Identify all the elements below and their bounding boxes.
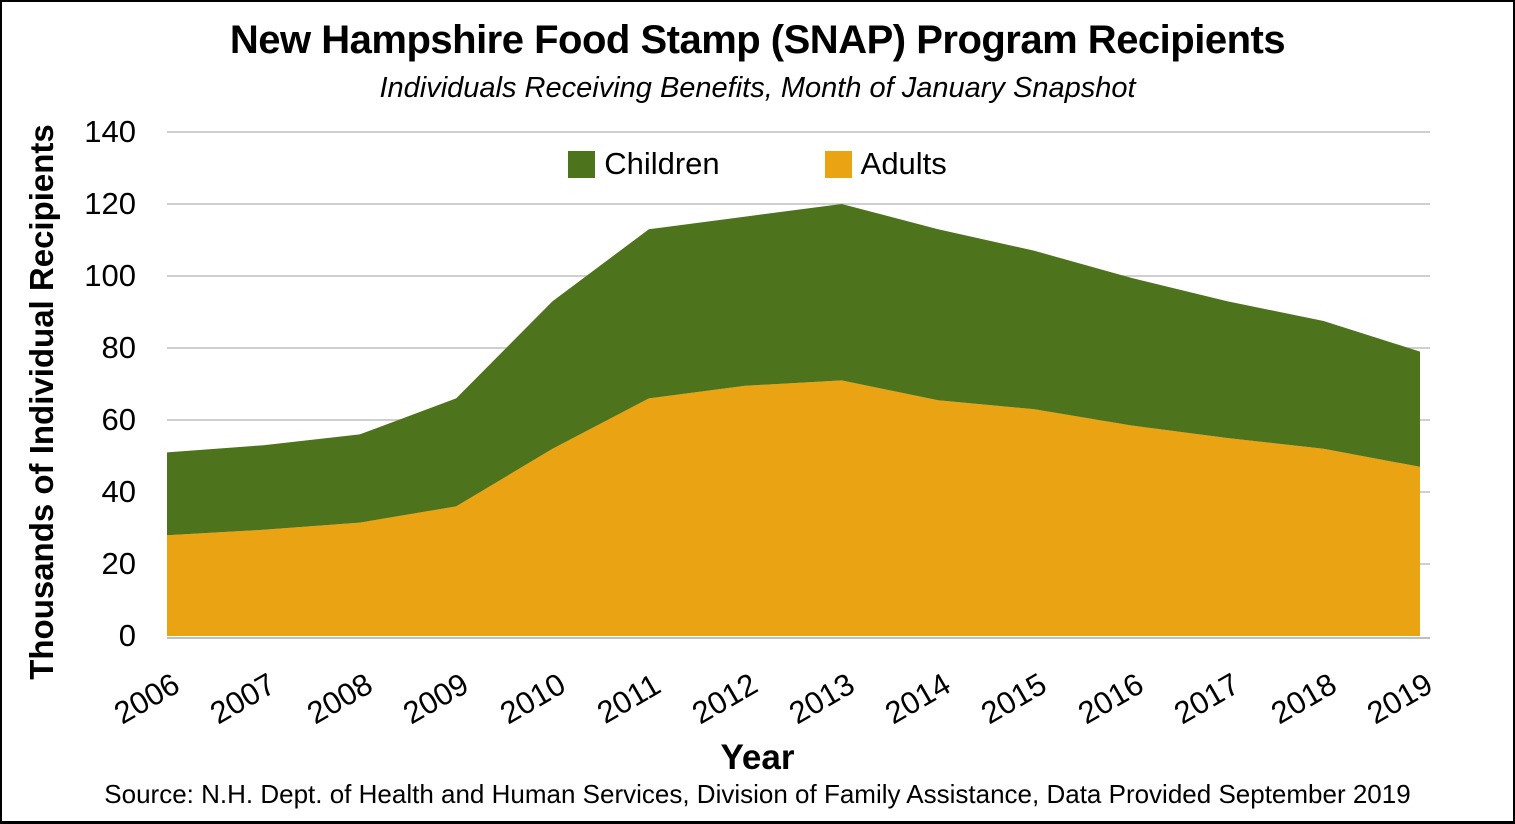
y-axis-title: Thousands of Individual Recipients xyxy=(23,124,60,680)
y-tick-label: 80 xyxy=(101,330,136,365)
x-axis-title: Year xyxy=(720,738,795,777)
y-tick-label: 40 xyxy=(101,474,136,509)
legend-swatch-icon xyxy=(824,150,852,178)
x-tick-label: 2013 xyxy=(782,666,861,731)
y-tick-label: 20 xyxy=(101,546,136,581)
x-tick-label: 2011 xyxy=(591,666,667,731)
x-tick-label: 2012 xyxy=(686,666,764,731)
chart-subtitle: Individuals Receiving Benefits, Month of… xyxy=(379,72,1136,104)
y-tick-label: 100 xyxy=(84,258,136,293)
area-children xyxy=(167,204,1420,536)
x-tick-label: 2006 xyxy=(108,666,186,731)
area-adults xyxy=(167,380,1420,636)
x-tick-label: 2014 xyxy=(879,666,957,731)
legend-label: Children xyxy=(604,146,720,181)
legend-item-children: Children xyxy=(568,146,720,182)
x-tick-label: 2007 xyxy=(204,666,282,731)
chart-title: New Hampshire Food Stamp (SNAP) Program … xyxy=(229,18,1286,62)
x-tick-label: 2008 xyxy=(300,666,379,731)
x-tick-label: 2009 xyxy=(397,666,475,731)
y-tick-label: 120 xyxy=(84,186,136,221)
y-tick-label: 60 xyxy=(101,402,136,437)
x-tick-label: 2015 xyxy=(975,666,1053,731)
legend-label: Adults xyxy=(860,146,947,181)
x-tick-label: 2018 xyxy=(1264,666,1342,731)
x-tick-label: 2017 xyxy=(1168,666,1246,731)
source-note: Source: N.H. Dept. of Health and Human S… xyxy=(104,779,1411,809)
x-tick-label: 2016 xyxy=(1071,666,1150,731)
x-tick-label: 2010 xyxy=(493,666,571,731)
y-tick-label: 140 xyxy=(84,114,136,149)
legend-swatch-icon xyxy=(568,150,596,178)
legend: Children Adults xyxy=(2,146,1513,182)
y-tick-label: 0 xyxy=(118,618,136,653)
x-tick-label: 2019 xyxy=(1361,666,1439,731)
legend-item-adults: Adults xyxy=(824,146,947,182)
